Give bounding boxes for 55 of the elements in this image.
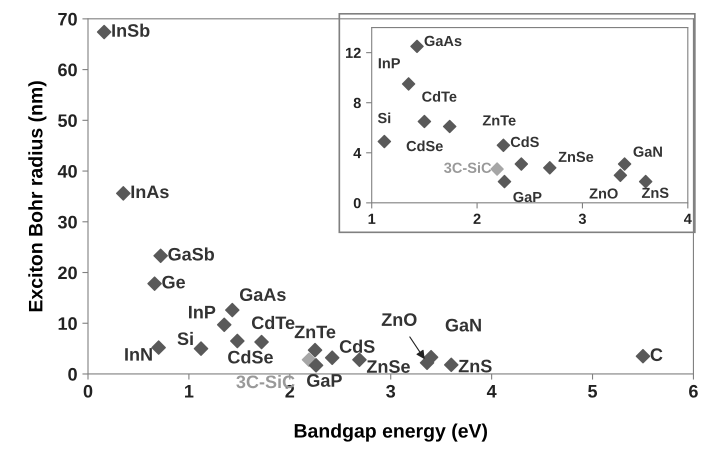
annotation: GaSb [168,247,214,261]
annotation: ZnS [458,360,492,372]
annotation: InN [125,348,152,361]
y-tick-label: 10 [58,317,77,330]
x-tick-label: 5 [588,385,598,398]
annotation: GaN [446,318,481,332]
annotation: CdSe [406,140,443,152]
y-tick-label: 70 [58,12,77,26]
annotation: 3C-SiC [444,162,492,173]
annotation: CdTe [422,91,456,102]
annotation: InSb [112,24,150,37]
x-tick-label: 0 [84,384,92,398]
x-tick-label: 1 [368,214,376,224]
y-tick-label: 8 [354,98,361,108]
annotation: ZnTe [482,115,516,126]
annotation: Si [378,112,390,124]
annotation: GaAs [240,288,286,302]
x-axis-title: Bandgap energy (eV) [294,423,487,442]
annotation: CdTe [252,316,294,330]
y-tick-label: 20 [58,266,77,280]
y-tick-label: 40 [58,164,77,178]
annotation: ZnO [382,313,417,326]
y-tick-label: 30 [58,216,77,229]
annotation: GaN [634,146,662,157]
x-tick-label: 6 [689,384,698,398]
annotation: InP [378,58,400,68]
annotation: InAs [131,186,169,198]
annotation: CdS [340,340,375,353]
annotation: C [650,348,662,362]
x-tick-label: 3 [386,384,396,398]
x-tick-label: 1 [185,385,194,398]
y-tick-label: 0 [68,368,77,381]
annotation: Si [178,332,193,346]
annotation: GaAs [424,36,462,46]
y-axis-title: Exciton Bohr radius (nm) [28,81,46,312]
annotation: CdSe [228,350,273,364]
annotation: ZnO [590,188,618,199]
annotation: Ge [162,276,186,289]
y-tick-label: 4 [353,148,362,158]
y-tick-label: 50 [58,114,77,128]
annotation: GaP [307,374,342,387]
y-tick-label: 12 [346,48,361,58]
annotation: ZnSe [558,152,594,162]
annotation: CdS [510,136,539,148]
annotation: InP [189,306,216,318]
x-tick-label: 4 [684,214,692,224]
y-tick-label: 60 [58,64,77,76]
y-tick-label: 0 [354,198,361,208]
annotation: GaP [513,192,542,202]
annotation: ZnTe [294,326,336,338]
annotation: ZnSe [366,360,410,373]
x-tick-label: 2 [474,214,481,224]
annotation: ZnS [642,188,668,198]
x-tick-label: 3 [578,214,586,224]
x-tick-label: 4 [486,385,497,398]
